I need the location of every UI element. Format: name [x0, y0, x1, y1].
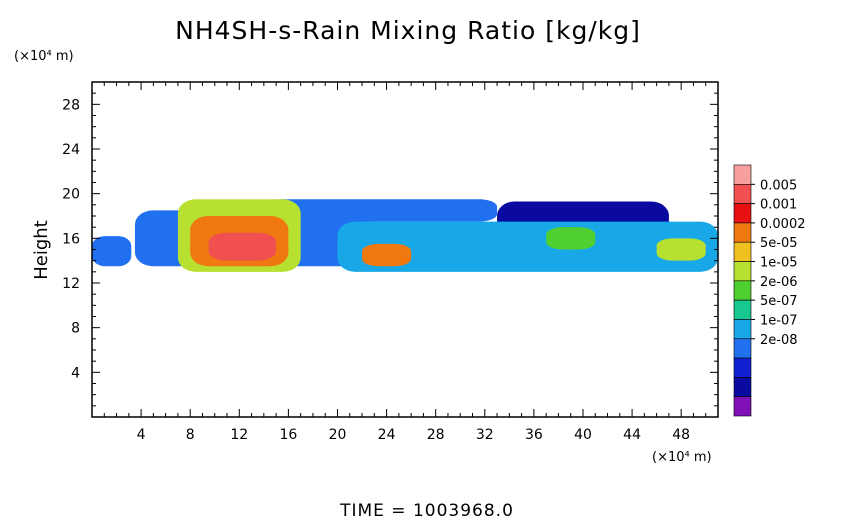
y-axis-label: Height	[31, 220, 52, 280]
y-tick-label: 4	[71, 365, 80, 381]
field-region-0	[92, 236, 132, 267]
field-region-2	[263, 199, 498, 222]
y-tick-label: 16	[62, 231, 80, 247]
colorbar-label: 1e-07	[760, 313, 798, 328]
x-tick-label: 4	[137, 427, 146, 443]
field-region-8	[362, 243, 412, 267]
colorbar-swatch	[733, 377, 752, 397]
colorbar-swatch	[733, 164, 752, 185]
x-tick-label: 16	[279, 427, 297, 443]
y-tick-label: 28	[62, 97, 80, 113]
colorbar-label: 1e-05	[760, 256, 798, 271]
x-tick-label: 44	[623, 427, 641, 443]
x-axis: 4 8 12 16 20 24 28 32 36 40 44 48	[103, 82, 707, 443]
field-region-7	[208, 232, 277, 261]
field-region-10	[656, 238, 706, 261]
x-tick-label: 24	[378, 427, 396, 443]
colorbar-label: 0.001	[760, 198, 797, 213]
x-tick-label: 32	[476, 427, 494, 443]
y-axis: 4 8 12 16 20 24 28	[62, 92, 718, 407]
colorbar-swatch	[733, 396, 752, 417]
colorbar-label: 2e-08	[760, 333, 798, 348]
x-tick-label: 12	[230, 427, 248, 443]
x-tick-label: 40	[574, 427, 592, 443]
colorbar-swatch	[733, 241, 752, 262]
colorbar: 0.005 0.001 0.0002 5e-05 1e-05 2e-06 5e-07 1e-0…	[733, 164, 806, 417]
x-tick-label: 28	[427, 427, 445, 443]
y-tick-label: 12	[62, 276, 80, 292]
y-tick-label: 20	[62, 187, 80, 203]
field-region-9	[546, 227, 596, 250]
colorbar-label: 0.0002	[760, 217, 806, 232]
colorbar-swatch	[733, 319, 752, 340]
colorbar-swatch	[733, 299, 752, 320]
colorbar-swatch	[733, 338, 752, 359]
colorbar-label: 5e-05	[760, 236, 798, 251]
colorbar-swatch	[733, 280, 752, 301]
y-tick-label: 8	[71, 321, 80, 337]
x-tick-label: 20	[329, 427, 347, 443]
time-label: TIME = 1003968.0	[339, 501, 514, 519]
colorbar-label: 2e-06	[760, 275, 798, 290]
colorbar-label: 5e-07	[760, 294, 798, 309]
y-axis-unit: (×10⁴ m)	[14, 49, 74, 64]
chart-title: NH4SH-s-Rain Mixing Ratio [kg/kg]	[175, 16, 641, 45]
colorbar-swatch	[733, 203, 752, 224]
colorbar-swatch	[733, 184, 752, 204]
y-tick-label: 24	[62, 142, 80, 158]
x-axis-unit: (×10⁴ m)	[652, 450, 712, 465]
x-tick-label: 48	[672, 427, 690, 443]
field-region-4	[337, 221, 718, 272]
colorbar-swatch	[733, 222, 752, 243]
colorbar-swatch	[733, 357, 752, 378]
colorbar-swatch	[733, 261, 752, 282]
x-tick-label: 36	[525, 427, 543, 443]
colorbar-label: 0.005	[760, 178, 797, 193]
x-tick-label: 8	[186, 427, 195, 443]
mixing-ratio-field	[92, 199, 718, 272]
